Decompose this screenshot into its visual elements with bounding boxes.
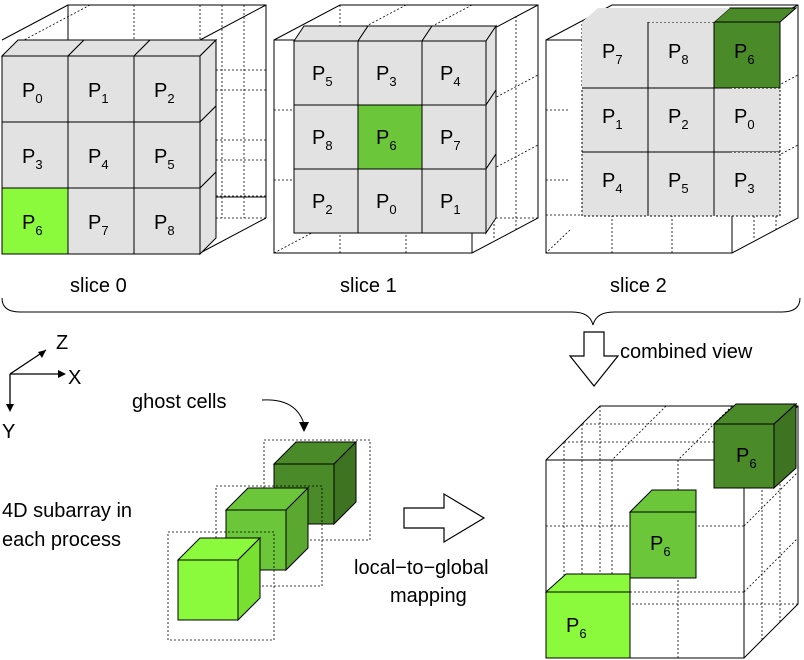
combined-cell-label: P6	[736, 445, 757, 471]
slice-1-cell-label: P7	[440, 127, 461, 153]
combined-cube	[544, 402, 799, 659]
slice-2-cube: P7 P8 P6 P1 P2 P0 P4 P5 P3	[545, 4, 799, 254]
slice-1-cell-label: P2	[312, 191, 333, 217]
combined-cell-label: P6	[566, 615, 587, 641]
slice-2-cell-labels: P7 P8 P6 P1 P2 P0 P4 P5 P3	[602, 41, 755, 196]
slice-0-cells	[0, 38, 218, 256]
slice-0-cell-label: P6	[22, 212, 43, 238]
axes-icon: Z X Y	[2, 332, 81, 443]
slice-0-cell-label: P7	[88, 212, 109, 238]
slice-2-cell-label: P8	[668, 41, 689, 67]
slice-0-cell-label: P8	[154, 212, 175, 238]
slice-2-cell-label: P0	[734, 106, 755, 132]
slice-1-cell-label: P6	[376, 127, 397, 153]
mapping-label-line1: local−to−global	[354, 557, 489, 579]
combined-view-label: combined view	[620, 341, 753, 363]
slice-2-cell-label: P2	[668, 106, 689, 132]
combine-brace	[1, 297, 801, 326]
axis-y-label: Y	[2, 421, 15, 443]
slice-0-cube: P0 P1 P2 P3 P4 P5 P6 P7 P8	[0, 4, 267, 256]
slice-2-cell-label: P4	[602, 170, 623, 196]
axis-z-label: Z	[56, 332, 68, 354]
down-arrow-icon	[568, 331, 620, 387]
slice-1-cell-label: P1	[440, 191, 461, 217]
slice-1-cell-label: P4	[440, 63, 461, 89]
slice-0-cell-label: P3	[22, 146, 43, 172]
slice-1-cell-label: P5	[312, 63, 333, 89]
slice-1-cell-label: P3	[376, 63, 397, 89]
subarray-cubes	[167, 439, 371, 641]
ghost-cells-label: ghost cells	[132, 391, 227, 413]
subarray-label-line1: 4D subarray in	[2, 500, 132, 522]
subarray-label-line2: each process	[2, 529, 121, 551]
ghost-cells-pointer-head	[299, 422, 309, 432]
slice-1-cell-label: P8	[312, 127, 333, 153]
combined-cell-labels: P6 P6 P6	[566, 445, 757, 641]
slice-0-cell-label: P1	[88, 80, 109, 106]
slice-2-cell-label: P6	[734, 41, 755, 67]
slice-0-cell-labels: P0 P1 P2 P3 P4 P5 P6 P7 P8	[22, 80, 175, 238]
slice-1-cells	[293, 24, 497, 235]
axis-x-label: X	[68, 367, 81, 389]
slice-2-label: slice 2	[610, 275, 667, 297]
slice-0-cell-label: P5	[154, 146, 175, 172]
slice-0-cell-label: P0	[22, 80, 43, 106]
slice-2-cell-label: P1	[602, 106, 623, 132]
slice-2-cell-label: P5	[668, 170, 689, 196]
slice-1-cube: P5 P3 P4 P8 P6 P7 P2 P0 P1	[273, 4, 539, 254]
combined-cell-label: P6	[650, 533, 671, 559]
slice-1-label: slice 1	[340, 275, 397, 297]
slice-1-cell-label: P0	[376, 191, 397, 217]
mapping-label-line2: mapping	[390, 585, 467, 607]
slice-2-cell-label: P3	[734, 170, 755, 196]
slice-2-cell-label: P7	[602, 41, 623, 67]
ghost-cells-pointer	[261, 399, 305, 425]
slice-2-cells	[581, 7, 798, 217]
slice-0-label: slice 0	[70, 275, 127, 297]
slice-0-cell-label: P2	[154, 80, 175, 106]
slice-0-cell-label: P4	[88, 146, 109, 172]
right-arrow-icon	[403, 492, 486, 544]
slice-1-cell-labels: P5 P3 P4 P8 P6 P7 P2 P0 P1	[312, 63, 461, 217]
